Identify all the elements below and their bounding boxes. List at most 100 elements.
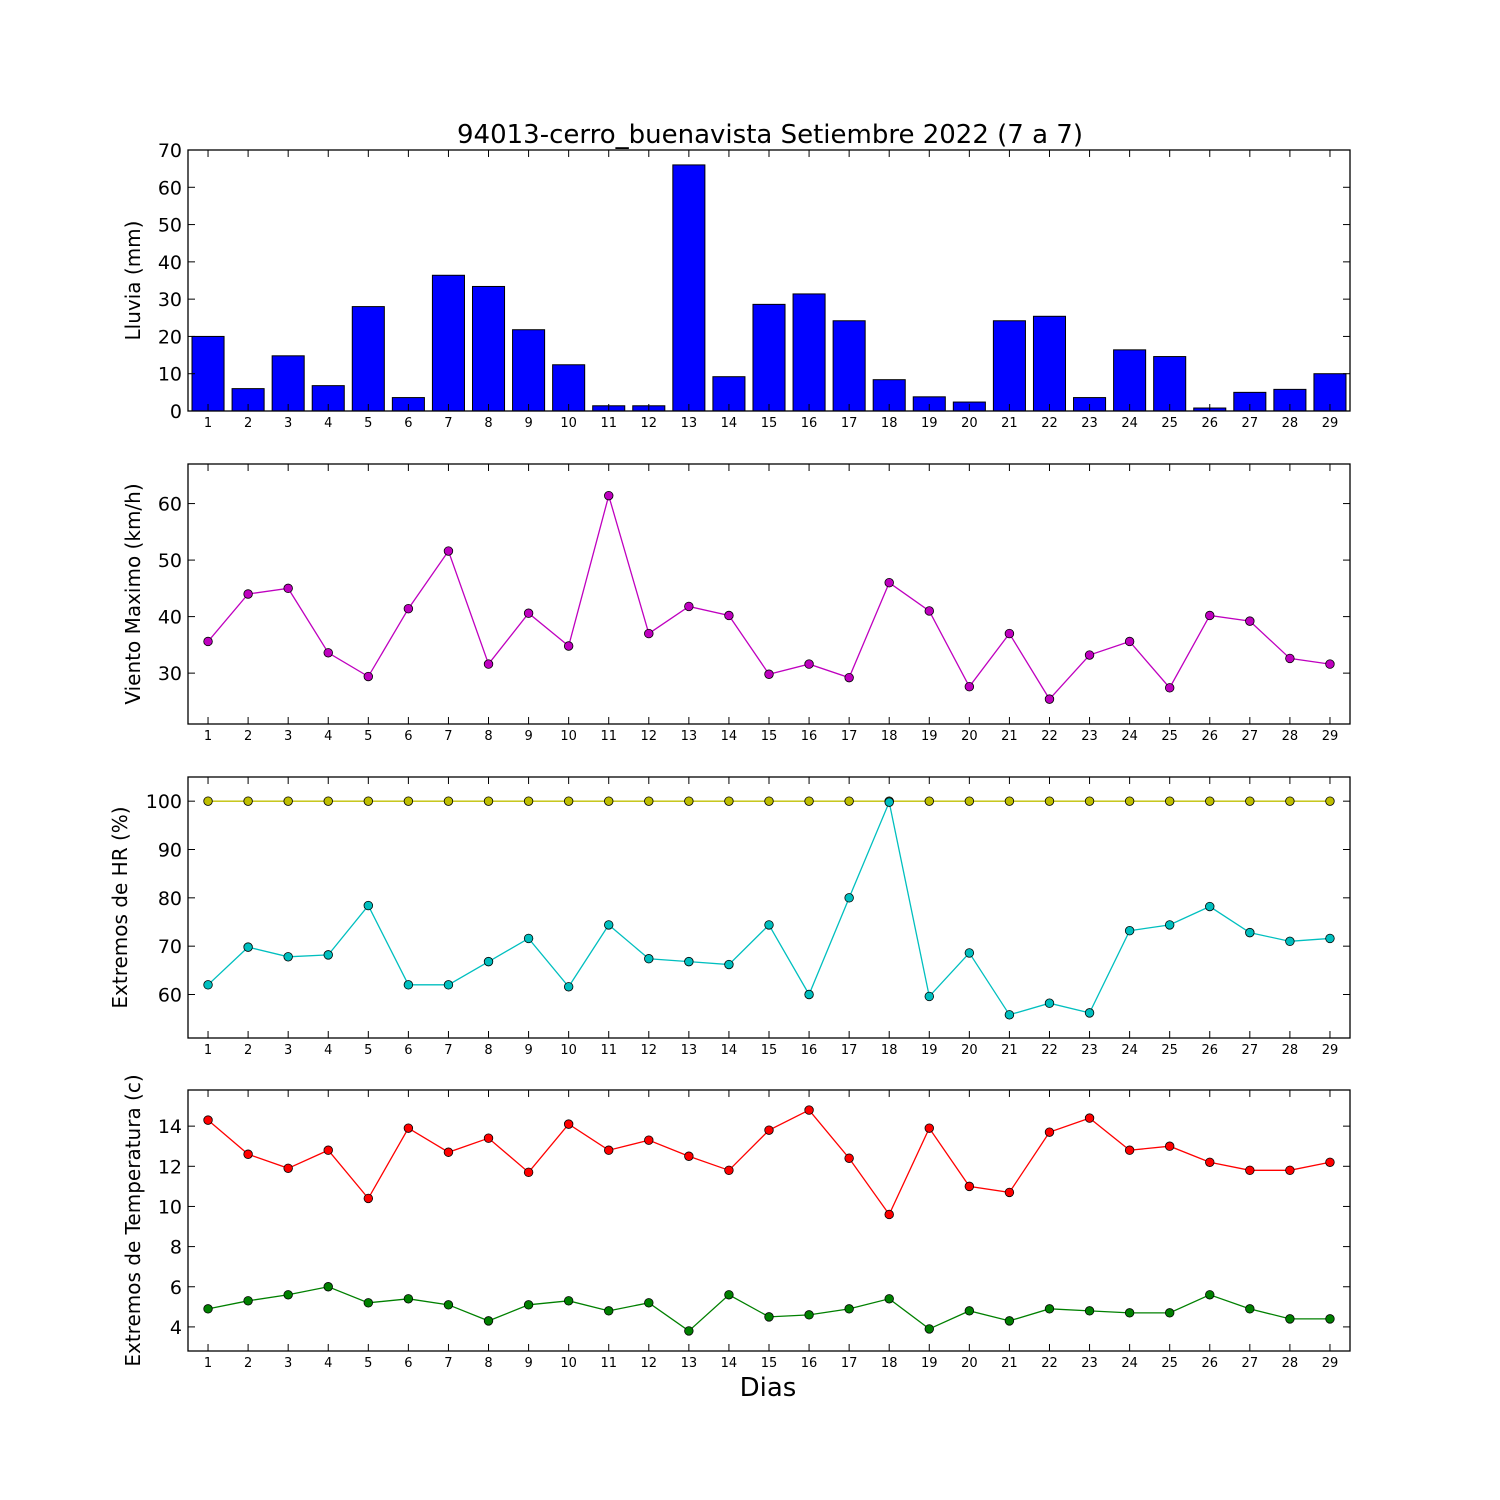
humidity-series-1-point-day-1 xyxy=(203,980,213,990)
rain-bar-day-15 xyxy=(752,303,786,412)
rain-bar-day-10 xyxy=(552,364,586,412)
rain-x-tick-label: 8 xyxy=(484,416,492,431)
temperature-x-tick-label: 2 xyxy=(244,1356,252,1371)
temperature-series-1-point-day-21 xyxy=(1004,1316,1015,1326)
wind-series-0-point-day-19 xyxy=(924,606,934,616)
wind-series-0-point-day-10 xyxy=(563,641,574,651)
humidity-series-0-point-day-1 xyxy=(203,796,213,806)
temperature-series-0-point-day-3 xyxy=(283,1163,293,1174)
humidity-x-tick-label: 2 xyxy=(244,1043,252,1058)
rain-x-tick-label: 13 xyxy=(681,416,698,431)
wind-series-0-point-day-16 xyxy=(804,659,814,669)
rain-y-tick-label: 50 xyxy=(158,215,182,237)
humidity-series-1-point-day-4 xyxy=(323,950,333,960)
wind-x-tick-label: 6 xyxy=(404,729,412,744)
rain-x-tick-label: 10 xyxy=(560,416,577,431)
humidity-x-tick-label: 20 xyxy=(961,1043,978,1058)
temperature-x-tick-label: 29 xyxy=(1322,1356,1339,1371)
rain-bar-day-16 xyxy=(792,293,826,412)
temperature-x-tick-label: 21 xyxy=(1001,1356,1018,1371)
humidity-x-tick-label: 14 xyxy=(721,1043,738,1058)
rain-x-tick-label: 5 xyxy=(364,416,372,431)
wind-series-0-point-day-20 xyxy=(964,681,975,692)
humidity-series-1-point-day-11 xyxy=(604,920,614,930)
rain-bar-day-22 xyxy=(1032,315,1067,412)
temperature-x-tick-label: 1 xyxy=(204,1356,212,1371)
humidity-x-tick-label: 26 xyxy=(1201,1043,1218,1058)
wind-x-tick-label: 12 xyxy=(641,729,658,744)
humidity-series-1-point-day-20 xyxy=(964,948,975,958)
humidity-series-0-point-day-5 xyxy=(363,796,374,806)
humidity-series-0-point-day-16 xyxy=(804,796,814,806)
temperature-series-0-point-day-19 xyxy=(924,1123,934,1133)
wind-x-tick-label: 17 xyxy=(841,729,858,744)
humidity-x-tick-label: 11 xyxy=(600,1043,617,1058)
rain-bar-day-1 xyxy=(191,335,225,412)
wind-series-0-point-day-5 xyxy=(363,671,374,682)
wind-x-tick-label: 3 xyxy=(284,729,292,744)
rain-bar-day-21 xyxy=(992,320,1026,412)
humidity-series-1-point-day-8 xyxy=(483,956,494,967)
temperature-x-tick-label: 6 xyxy=(404,1356,412,1371)
temperature-series-1-point-day-25 xyxy=(1164,1308,1175,1318)
wind-y-tick-label: 60 xyxy=(158,494,182,516)
wind-x-tick-label: 18 xyxy=(881,729,898,744)
rain-bar-day-9 xyxy=(512,329,546,412)
temperature-x-tick-label: 11 xyxy=(600,1356,617,1371)
wind-x-tick-label: 26 xyxy=(1201,729,1218,744)
humidity-series-0-point-day-24 xyxy=(1124,796,1135,806)
temperature-series-1-point-day-12 xyxy=(644,1298,654,1308)
humidity-x-tick-label: 4 xyxy=(324,1043,332,1058)
temperature-x-tick-label: 20 xyxy=(961,1356,978,1371)
chart-title: 94013-cerro_buenavista Setiembre 2022 (7… xyxy=(457,120,1083,150)
temperature-series-1-point-day-19 xyxy=(924,1324,934,1334)
wind-y-axis-label: Viento Maximo (km/h) xyxy=(121,483,145,704)
rain-bar-day-25 xyxy=(1153,356,1187,412)
humidity-series-0-point-day-19 xyxy=(924,796,934,806)
temperature-x-tick-label: 28 xyxy=(1282,1356,1299,1371)
humidity-series-0-point-day-3 xyxy=(283,796,293,806)
temperature-series-1-point-day-29 xyxy=(1325,1314,1335,1324)
humidity-series-0-point-day-26 xyxy=(1205,796,1215,806)
wind-series-0-point-day-2 xyxy=(243,589,253,599)
wind-x-tick-label: 5 xyxy=(364,729,372,744)
temperature-series-0-point-day-10 xyxy=(563,1119,574,1129)
wind-series-0-point-day-8 xyxy=(483,659,494,669)
wind-series-0-point-day-6 xyxy=(403,603,414,614)
temperature-series-1-point-day-4 xyxy=(323,1282,333,1292)
wind-series-0-point-day-4 xyxy=(323,648,333,658)
humidity-y-tick-label: 90 xyxy=(158,840,182,862)
temperature-series-1-point-day-24 xyxy=(1124,1308,1135,1318)
wind-series-0-point-day-9 xyxy=(523,608,534,618)
rain-bar-day-13 xyxy=(672,164,706,412)
temperature-series-0-point-day-12 xyxy=(644,1135,654,1145)
temperature-series-0-point-day-14 xyxy=(724,1165,734,1176)
temperature-y-tick-label: 6 xyxy=(170,1277,182,1299)
wind-x-tick-label: 14 xyxy=(721,729,738,744)
x-axis-label: Dias xyxy=(740,1373,797,1403)
temperature-x-tick-label: 13 xyxy=(681,1356,698,1371)
wind-y-tick-label: 30 xyxy=(158,663,182,685)
wind-series-0-point-day-29 xyxy=(1325,659,1335,669)
wind-x-tick-label: 9 xyxy=(524,729,532,744)
humidity-series-0-point-day-8 xyxy=(483,796,494,806)
rain-y-tick-label: 70 xyxy=(158,140,182,162)
temperature-series-1-point-day-28 xyxy=(1285,1314,1295,1324)
wind-x-tick-label: 29 xyxy=(1322,729,1339,744)
temperature-x-tick-label: 9 xyxy=(524,1356,532,1371)
wind-series-0-point-day-24 xyxy=(1124,636,1135,647)
rain-bar-day-3 xyxy=(271,355,305,412)
temperature-series-0-point-day-4 xyxy=(323,1145,333,1155)
rain-bar-day-24 xyxy=(1113,349,1147,412)
temperature-x-tick-label: 18 xyxy=(881,1356,898,1371)
humidity-x-tick-label: 13 xyxy=(681,1043,698,1058)
rain-x-tick-label: 11 xyxy=(600,416,617,431)
temperature-y-tick-label: 14 xyxy=(158,1116,182,1138)
wind-x-tick-label: 10 xyxy=(560,729,577,744)
humidity-series-0-point-day-12 xyxy=(644,796,654,806)
humidity-series-0-point-day-27 xyxy=(1245,796,1255,806)
temperature-x-tick-label: 14 xyxy=(721,1356,738,1371)
temperature-x-tick-label: 15 xyxy=(761,1356,778,1371)
humidity-series-0-point-day-15 xyxy=(764,796,774,806)
